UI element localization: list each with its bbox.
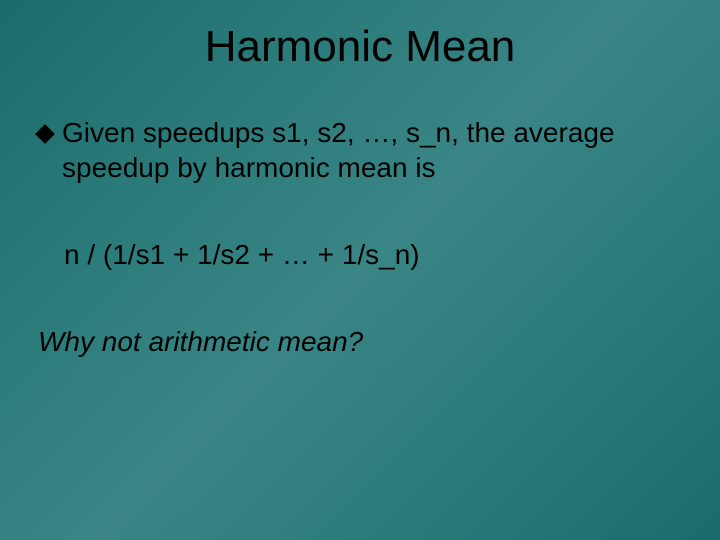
formula-text: n / (1/s1 + 1/s2 + … + 1/s_n)	[64, 237, 680, 272]
bullet-text: Given speedups s1, s2, …, s_n, the avera…	[62, 115, 680, 185]
slide: Harmonic Mean Given speedups s1, s2, …, …	[0, 0, 720, 540]
diamond-bullet-icon	[35, 124, 55, 144]
slide-body: Given speedups s1, s2, …, s_n, the avera…	[38, 115, 680, 359]
question-text: Why not arithmetic mean?	[38, 324, 680, 359]
bullet-item: Given speedups s1, s2, …, s_n, the avera…	[38, 115, 680, 185]
slide-title: Harmonic Mean	[0, 22, 720, 72]
